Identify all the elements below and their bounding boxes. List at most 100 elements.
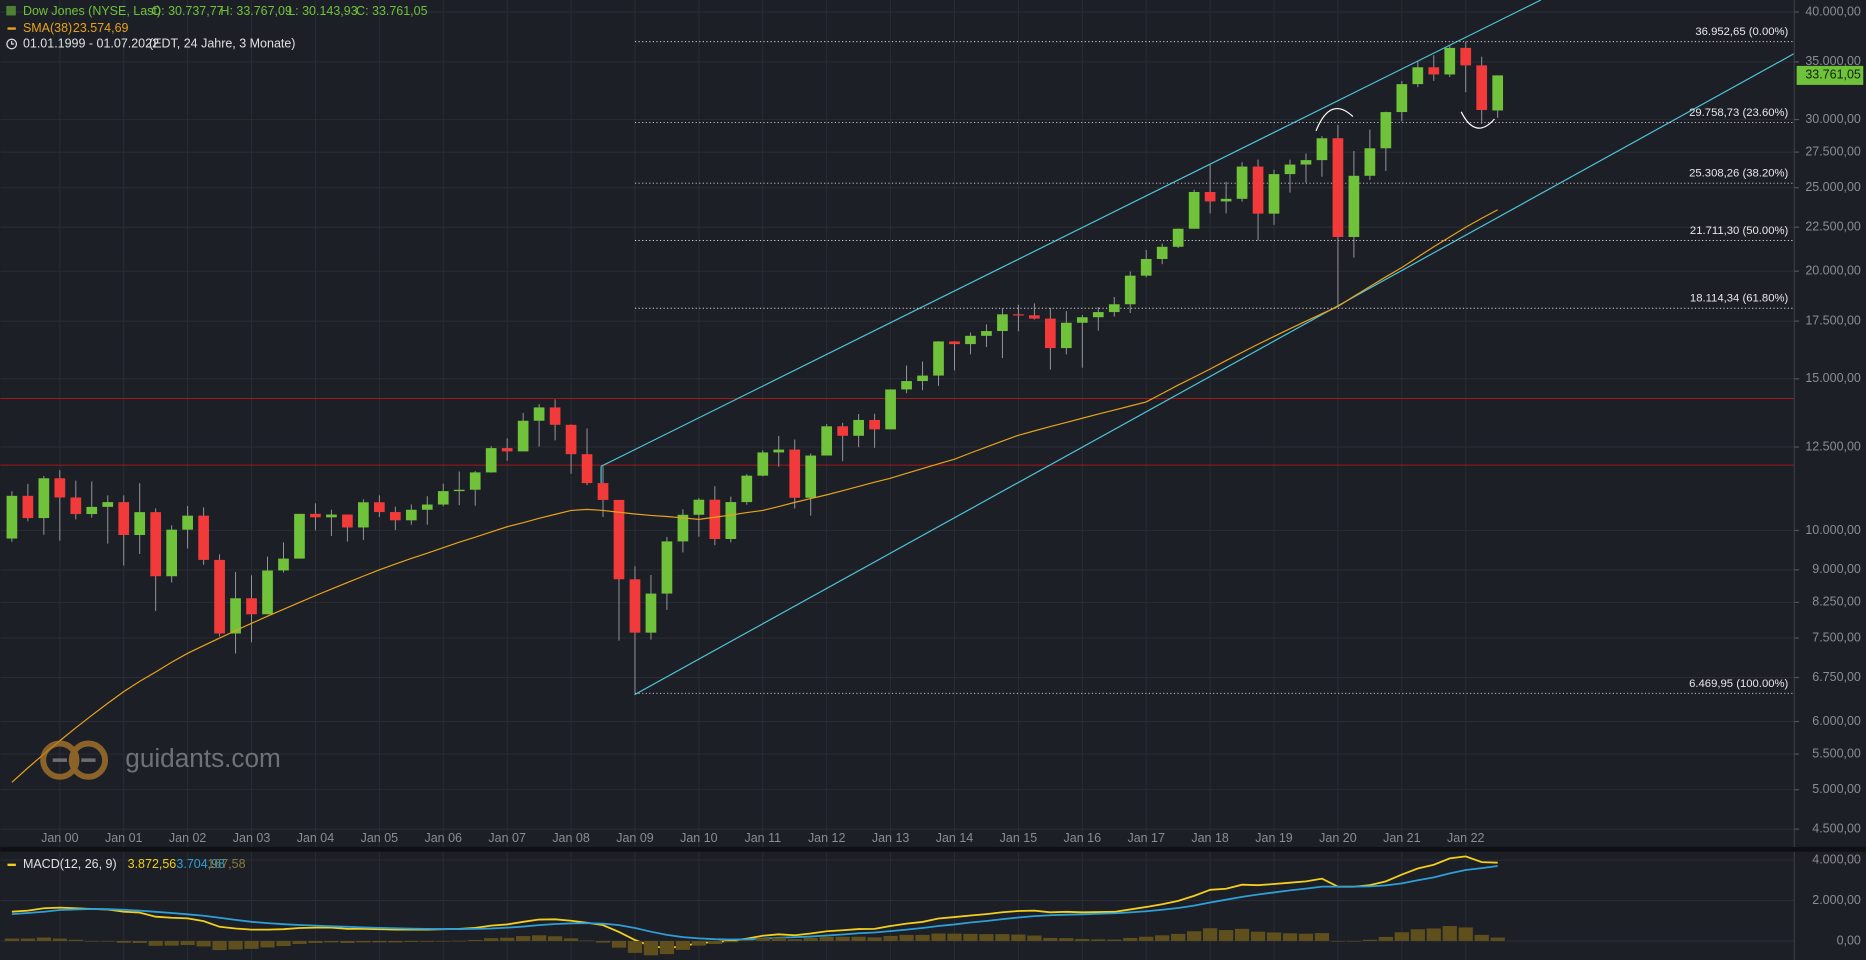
histogram-bar (1426, 928, 1441, 941)
candle-body (1156, 246, 1168, 260)
histogram-bar (1410, 929, 1425, 941)
histogram-bar (1330, 940, 1346, 942)
candle-body (1108, 304, 1120, 313)
candle-body (501, 448, 513, 452)
candle-body (150, 512, 162, 577)
histogram-bar (388, 940, 403, 943)
channel-upper (600, 0, 1542, 467)
x-tick-label: Jan 04 (297, 831, 335, 845)
histogram-bar (1123, 937, 1138, 941)
histogram-bar (292, 940, 307, 945)
sma-line (11, 209, 1498, 783)
histogram-bar (883, 935, 898, 941)
candle-body (1140, 259, 1152, 276)
signal-value: 3.704,98 (176, 857, 225, 871)
candle-body (437, 491, 449, 505)
logo (40, 740, 80, 780)
candle-body (725, 502, 737, 540)
candle-body (629, 579, 641, 633)
candle-body (1029, 315, 1040, 319)
candle-body (54, 478, 66, 498)
candle-body (997, 314, 1008, 332)
candle-body (901, 381, 912, 390)
histogram-bar (835, 936, 850, 941)
y-tick-label: 35.000,00 (1805, 54, 1861, 68)
candle-body (917, 375, 928, 382)
candle-body (1188, 191, 1200, 229)
logo (68, 740, 109, 780)
y-tick-label: 17.500,00 (1805, 313, 1861, 327)
y-tick-label: 22.500,00 (1805, 219, 1861, 233)
candle-body (246, 598, 257, 615)
histogram-bar (100, 940, 115, 942)
candle-body (981, 331, 992, 336)
candle-body (709, 499, 721, 540)
candle-body (294, 513, 305, 559)
histogram-bar (1091, 939, 1106, 941)
histogram-bar (228, 940, 243, 950)
macd-line (11, 865, 1498, 941)
candle-body (198, 515, 209, 560)
candle-body (1268, 174, 1280, 214)
y-tick-label: 5.500,00 (1812, 746, 1861, 760)
macd-line (11, 855, 1498, 950)
histogram-bar (1378, 936, 1393, 941)
candle-body (1380, 112, 1392, 149)
x-tick-label: Jan 03 (233, 831, 271, 845)
histogram-bar (260, 940, 275, 948)
fib-label: 6.469,95 (100.00%) (1689, 678, 1788, 690)
candle-body (565, 424, 577, 455)
candle-body (1284, 164, 1296, 175)
annotation-arc (1315, 107, 1354, 132)
histogram-bar (1394, 932, 1409, 941)
candle-body (1172, 228, 1184, 247)
x-tick-label: Jan 13 (872, 831, 910, 845)
clock-icon (11, 41, 15, 45)
candle-body (134, 512, 146, 536)
candle-body (1204, 191, 1216, 202)
histogram-bar (1139, 936, 1154, 941)
y-tick-label: 9.000,00 (1812, 562, 1861, 576)
histogram-value: 167,58 (207, 857, 245, 871)
histogram-bar (180, 940, 195, 946)
x-tick-label: Jan 01 (105, 831, 143, 845)
candle-body (1300, 160, 1312, 165)
x-tick-label: Jan 08 (552, 831, 590, 845)
x-tick-label: Jan 19 (1255, 831, 1293, 845)
histogram-bar (563, 938, 579, 941)
candle-body (821, 426, 833, 456)
y-tick-label: 15.000,00 (1805, 371, 1861, 385)
candle-body (1428, 67, 1440, 75)
candle-body (182, 515, 193, 530)
candle-body (1396, 84, 1408, 113)
histogram-bar (452, 940, 467, 942)
y-tick-label: 0,00 (1837, 933, 1861, 947)
histogram-bar (691, 940, 707, 946)
candle-body (789, 449, 801, 498)
histogram-bar (963, 933, 978, 941)
histogram-bar (1202, 928, 1218, 941)
candle-body (1348, 175, 1360, 237)
y-tick-label: 40.000,00 (1805, 4, 1861, 18)
histogram-bar (899, 934, 914, 941)
candle-body (549, 407, 561, 425)
histogram-bar (771, 937, 786, 941)
y-tick-label: 27.500,00 (1805, 144, 1861, 158)
histogram-bar (516, 936, 531, 941)
histogram-bar (1442, 926, 1457, 941)
candle-body (373, 502, 385, 513)
watermark-text: guidants.com (125, 743, 281, 773)
x-tick-label: Jan 18 (1191, 831, 1229, 845)
ohlc-high: H: 33.767,09 (220, 4, 292, 18)
candle-body (1460, 47, 1472, 66)
x-tick-label: Jan 07 (488, 831, 526, 845)
histogram-bar (851, 936, 866, 941)
candle-body (310, 513, 321, 518)
histogram-bar (420, 940, 435, 942)
candle-body (1444, 47, 1456, 75)
candle-body (1045, 318, 1056, 349)
histogram-bar (1011, 934, 1026, 941)
histogram-bar (947, 933, 962, 941)
candle-body (86, 506, 98, 515)
